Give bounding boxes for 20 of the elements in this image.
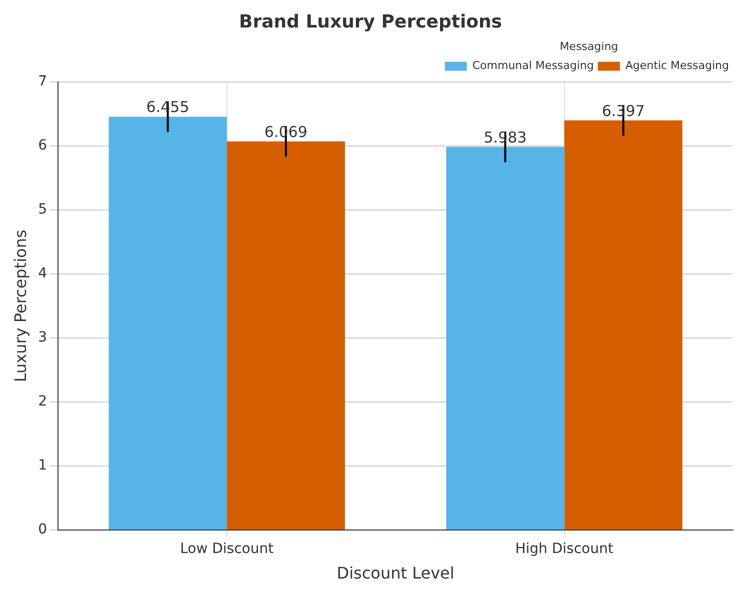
y-tick-label: 1 [38, 458, 48, 474]
bar [564, 120, 682, 530]
y-tick-label: 4 [38, 266, 48, 282]
y-tick-label: 2 [38, 394, 48, 410]
y-axis-title: Luxury Perceptions [10, 230, 30, 382]
legend-label: Communal Messaging [472, 59, 594, 72]
x-tick-label: High Discount [515, 541, 614, 558]
x-axis-title: Discount Level [336, 564, 454, 583]
x-tick-label: Low Discount [180, 541, 274, 558]
y-tick-label: 0 [38, 522, 48, 538]
y-tick-label: 7 [38, 73, 48, 90]
legend-title: Messaging [560, 40, 618, 53]
bar [446, 146, 564, 530]
legend-label: Agentic Messaging [625, 59, 730, 72]
y-tick-label: 6 [38, 137, 48, 154]
y-tick-label: 5 [38, 202, 48, 218]
bar [108, 116, 227, 530]
y-tick-label: 3 [38, 330, 48, 346]
chart-title: Brand Luxury Perceptions [238, 11, 502, 32]
bar [226, 141, 345, 530]
